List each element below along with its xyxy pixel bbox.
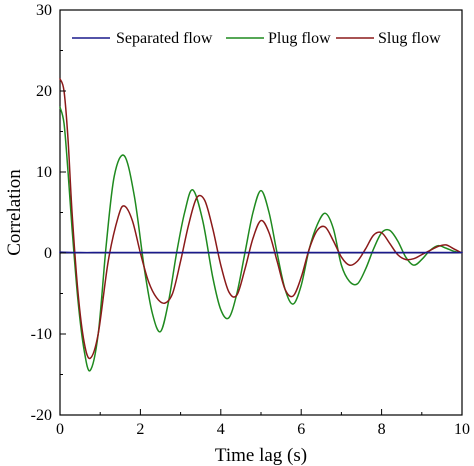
- y-axis-title: Correlation: [4, 169, 25, 256]
- y-tick-label--10: -10: [31, 326, 52, 343]
- legend-label-separated-flow: Separated flow: [116, 30, 213, 47]
- x-tick-label-10: 10: [454, 421, 470, 438]
- legend: Separated flow Plug flow Slug flow: [72, 30, 441, 47]
- y-tick-label--20: -20: [31, 407, 52, 424]
- legend-label-slug-flow: Slug flow: [378, 30, 441, 47]
- y-tick-label-30: 30: [36, 2, 52, 19]
- x-tick-label-4: 4: [217, 421, 225, 438]
- y-tick-label-20: 20: [36, 83, 52, 100]
- x-tick-label-0: 0: [56, 421, 64, 438]
- series-layer: [59, 78, 463, 372]
- x-tick-label-8: 8: [378, 421, 386, 438]
- x-tick-label-2: 2: [136, 421, 144, 438]
- ticks-layer: 0 2 4 6 8 10 -20 -10 0 10 20 30: [31, 2, 470, 438]
- y-tick-label-0: 0: [44, 245, 52, 262]
- legend-label-plug-flow: Plug flow: [268, 30, 331, 47]
- series-line-plug-flow: [59, 106, 463, 372]
- y-tick-label-10: 10: [36, 164, 52, 181]
- x-tick-label-6: 6: [297, 421, 305, 438]
- x-axis-title: Time lag (s): [215, 445, 307, 466]
- series-line-slug-flow: [59, 78, 463, 360]
